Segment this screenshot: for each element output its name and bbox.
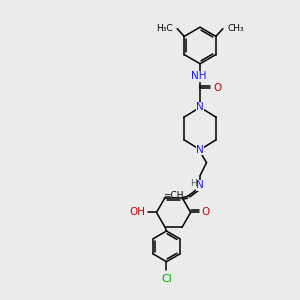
Text: CH₃: CH₃ xyxy=(227,24,244,33)
Text: O: O xyxy=(214,83,222,94)
Text: N: N xyxy=(196,145,204,155)
Text: OH: OH xyxy=(129,207,145,218)
Text: H₃C: H₃C xyxy=(156,24,173,33)
Text: N: N xyxy=(196,180,204,190)
Text: N: N xyxy=(196,102,204,112)
Text: O: O xyxy=(202,207,210,218)
Text: =CH: =CH xyxy=(164,191,184,200)
Text: Cl: Cl xyxy=(161,274,172,284)
Text: H: H xyxy=(190,179,197,188)
Text: NH: NH xyxy=(191,71,206,81)
Text: N: N xyxy=(196,102,204,112)
